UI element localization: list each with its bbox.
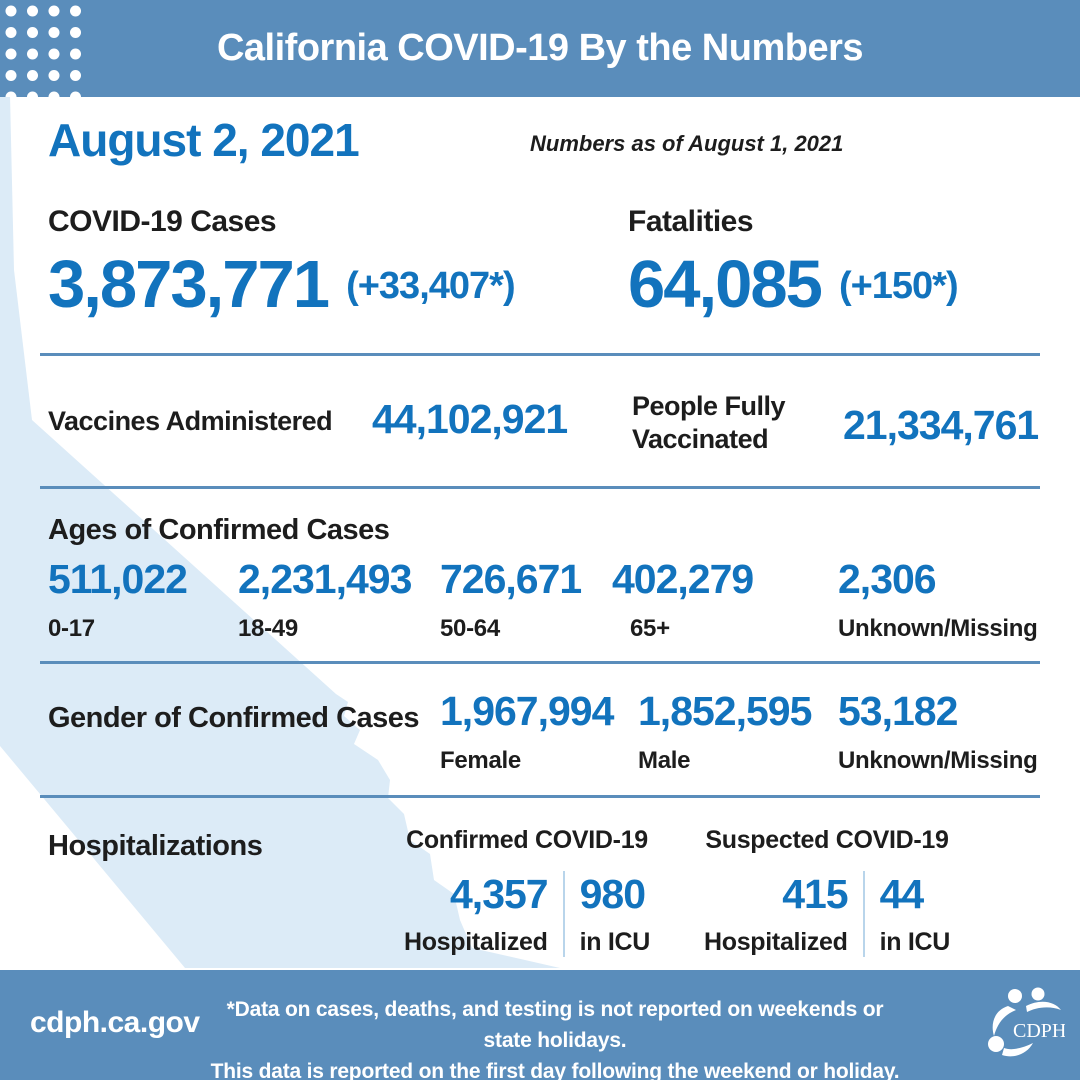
gender-label: Male (638, 747, 691, 774)
fully-vaccinated-label: People Fully Vaccinated (632, 391, 786, 454)
header-band: California COVID-19 By the Numbers (0, 0, 1080, 97)
age-value: 402,279 (612, 556, 754, 602)
as-of-note: Numbers as of August 1, 2021 (530, 131, 844, 156)
suspected-covid-block: Suspected COVID-19 415 Hospitalized 44 i… (704, 826, 950, 957)
fatalities-delta: (+150*) (838, 265, 959, 307)
gender-label: Unknown/Missing (838, 747, 1038, 774)
gender-heading: Gender of Confirmed Cases (48, 702, 420, 734)
divider (40, 795, 1040, 798)
cdph-logo-text: CDPH (1013, 1020, 1065, 1042)
divider (40, 353, 1040, 356)
gender-group-male: 1,852,595 Male (638, 688, 838, 775)
page-title: California COVID-19 By the Numbers (216, 27, 864, 69)
fatalities-value: 64,085 (628, 247, 823, 322)
gender-group-female: 1,967,994 Female (440, 688, 638, 775)
suspected-covid-label: Suspected COVID-19 (705, 826, 949, 854)
divider (40, 661, 1040, 664)
fully-vaccinated-value: 21,334,761 (843, 402, 1039, 448)
confirmed-covid-stats: 4,357 Hospitalized 980 in ICU (404, 871, 650, 957)
hospitalizations-heading: Hospitalizations (48, 830, 263, 862)
suspected-icu-value: 44 (879, 871, 925, 917)
confirmed-icu: 980 in ICU (579, 871, 651, 957)
age-label: 0-17 (48, 615, 95, 642)
age-value: 2,306 (838, 556, 937, 602)
divider (40, 486, 1040, 489)
confirmed-hospitalized-label: Hospitalized (403, 928, 548, 956)
ages-heading: Ages of Confirmed Cases (48, 514, 390, 546)
age-value: 2,231,493 (238, 556, 412, 602)
suspected-icu: 44 in ICU (879, 871, 951, 957)
cases-delta: (+33,407*) (346, 265, 516, 307)
suspected-hospitalized-label: Hospitalized (703, 928, 848, 956)
fatalities-stat: 64,085 (+150*) (628, 246, 959, 323)
suspected-icu-label: in ICU (879, 928, 951, 956)
age-value: 511,022 (48, 556, 188, 602)
suspected-covid-stats: 415 Hospitalized 44 in ICU (704, 871, 950, 957)
vaccines-administered-label: Vaccines Administered (48, 406, 333, 436)
age-group-50-64: 726,671 50-64 (440, 556, 612, 643)
suspected-hospitalized-value: 415 (782, 871, 848, 917)
gender-value: 1,852,595 (638, 688, 812, 734)
vertical-separator (562, 871, 565, 957)
cases-label: COVID-19 Cases (48, 205, 277, 238)
cases-value: 3,873,771 (48, 247, 330, 322)
age-label: 50-64 (440, 615, 500, 642)
confirmed-covid-label: Confirmed COVID-19 (406, 826, 648, 854)
gender-label: Female (440, 747, 521, 774)
disclaimer-line-2: This data is reported on the first day f… (210, 1060, 900, 1080)
gender-row: Gender of Confirmed Cases 1,967,994 Fema… (48, 688, 1040, 775)
ages-row: 511,022 0-17 2,231,493 18-49 726,671 50-… (48, 556, 1040, 643)
cdph-website-link[interactable]: cdph.ca.gov (30, 1006, 200, 1039)
confirmed-icu-value: 980 (579, 871, 646, 917)
age-group-18-49: 2,231,493 18-49 (238, 556, 440, 643)
vertical-separator (862, 871, 865, 957)
age-group-65-plus: 402,279 65+ (612, 556, 838, 643)
confirmed-covid-block: Confirmed COVID-19 4,357 Hospitalized 98… (402, 826, 652, 957)
gender-value: 1,967,994 (440, 688, 614, 734)
report-date: August 2, 2021 (48, 114, 360, 166)
confirmed-icu-label: in ICU (579, 928, 651, 956)
footer-band: cdph.ca.gov *Data on cases, deaths, and … (0, 970, 1080, 1080)
dot-grid-icon (5, 5, 81, 97)
age-value: 726,671 (440, 556, 582, 602)
age-group-unknown: 2,306 Unknown/Missing (838, 556, 1040, 643)
cdph-logo: CDPH (988, 987, 1065, 1057)
age-label: 18-49 (238, 615, 298, 642)
confirmed-hospitalized: 4,357 Hospitalized (403, 871, 549, 957)
fatalities-label: Fatalities (628, 205, 754, 238)
suspected-hospitalized: 415 Hospitalized (703, 871, 849, 957)
age-label: Unknown/Missing (838, 615, 1038, 642)
age-label: 65+ (630, 615, 670, 642)
confirmed-hospitalized-value: 4,357 (450, 871, 549, 917)
disclaimer-line-1: *Data on cases, deaths, and testing is n… (226, 998, 884, 1052)
gender-group-unknown: 53,182 Unknown/Missing (838, 688, 1040, 775)
data-disclaimer: *Data on cases, deaths, and testing is n… (205, 994, 905, 1080)
gender-value: 53,182 (838, 688, 958, 734)
vaccines-administered-value: 44,102,921 (372, 396, 568, 442)
cases-stat: 3,873,771 (+33,407*) (48, 246, 516, 323)
age-group-0-17: 511,022 0-17 (48, 556, 238, 643)
